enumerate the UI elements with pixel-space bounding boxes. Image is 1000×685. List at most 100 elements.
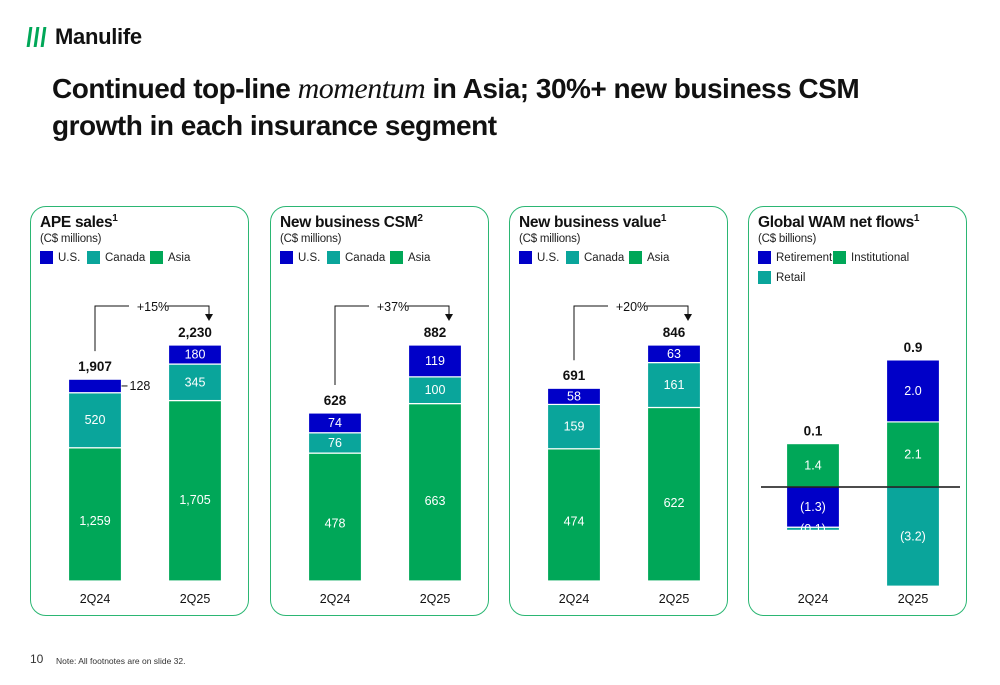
chart-1-growth-indicator: +15% — [94, 300, 213, 352]
data-label-canada-2q24: 159 — [564, 420, 585, 434]
chart-4-title-text: Global WAM net flows — [758, 214, 914, 232]
bar-asia-2q25 — [646, 406, 702, 582]
bar-u-s-2q24 — [67, 378, 123, 394]
growth-label: +15% — [137, 300, 169, 314]
legend-label-canada: Canada — [345, 251, 386, 264]
legend-label-asia: Asia — [647, 251, 670, 264]
page-title: Continued top-line momentum in Asia; 30%… — [52, 70, 952, 144]
legend-item-canada: Canada — [87, 251, 145, 264]
chart-3-title: New business value1 — [519, 213, 667, 232]
data-label-asia-2q24: 1,259 — [79, 514, 110, 528]
chart-4-plot: 1.4 (1.3) (0.1) 0.1 2Q24 2.1 2.0 (3.2) 0.9 2Q25 — [761, 340, 960, 606]
chart-2-plot: 478 76 74 628 2Q24 663 100 119 882 2Q25 +37% — [307, 300, 463, 606]
new-business-csm-panel: New business CSM2 (C$ millions) U.S. Canada… — [270, 206, 489, 616]
legend-item-canada: Canada — [327, 251, 385, 264]
legend-item-institutional: Institutional — [833, 251, 909, 264]
new-business-value-panel: New business value1 (C$ millions) U.S. Cana… — [509, 206, 728, 616]
legend-item-u-s: U.S. — [40, 251, 80, 264]
chart-3-growth-indicator: +20% — [573, 300, 692, 361]
data-label-retail-2q25: (3.2) — [900, 530, 926, 544]
bar-u-s-2q25 — [407, 344, 463, 378]
bar-institutional-2q25 — [885, 421, 941, 488]
data-label-u-s-2q25: 180 — [185, 348, 206, 362]
data-label-canada-2q25: 161 — [664, 378, 685, 392]
total-label-2q24: 0.1 — [804, 424, 823, 439]
chart-2-title-footnote: 2 — [417, 213, 423, 224]
legend-swatch-retirement — [758, 251, 771, 264]
legend-swatch-canada — [566, 251, 579, 264]
bar-u-s-2q24 — [307, 412, 363, 434]
manulife-logo: Manulife — [26, 24, 142, 50]
total-label-2q25: 2,230 — [178, 325, 212, 340]
bar-canada-2q24 — [67, 392, 123, 449]
total-label-2q24: 691 — [563, 368, 586, 383]
chart-4-unit: (C$ billions) — [758, 233, 817, 245]
bar-canada-2q25 — [646, 361, 702, 409]
legend-swatch-u-s — [40, 251, 53, 264]
growth-connector-left — [573, 305, 608, 361]
data-label-u-s-2q25: 63 — [667, 347, 681, 361]
bar-u-s-2q25 — [167, 344, 223, 365]
bar-asia-2q25 — [167, 399, 223, 582]
data-label-asia-2q25: 622 — [664, 496, 685, 510]
chart-1-title: APE sales1 — [40, 213, 118, 232]
footnote: Note: All footnotes are on slide 32. — [56, 656, 186, 666]
data-label-u-s-2q24: 58 — [567, 389, 581, 403]
legend-item-retail: Retail — [758, 271, 805, 284]
total-label-2q25: 0.9 — [904, 340, 923, 355]
chart-2-title: New business CSM2 — [280, 213, 423, 232]
bar-asia-2q24 — [67, 447, 123, 582]
bar-retirement-2q25 — [885, 359, 941, 423]
data-label-asia-2q24: 478 — [325, 516, 346, 530]
chart-3-title-footnote: 1 — [660, 213, 667, 224]
data-label-canada-2q24: 76 — [328, 436, 342, 450]
legend-swatch-u-s — [519, 251, 532, 264]
legend-label-institutional: Institutional — [851, 251, 910, 264]
growth-connector-left — [334, 305, 369, 385]
chart-4-title: Global WAM net flows1 — [758, 213, 919, 232]
chart-4-title-footnote: 1 — [913, 213, 920, 224]
total-label-2q24: 628 — [324, 393, 347, 408]
legend-swatch-retail — [758, 271, 771, 284]
chart-1-unit: (C$ millions) — [40, 233, 102, 245]
legend-label-retirement: Retirement — [776, 251, 833, 264]
data-label-institutional-2q24: 1.4 — [804, 458, 821, 472]
data-label-u-s-2q25: 119 — [425, 354, 445, 368]
legend-swatch-canada — [327, 251, 340, 264]
data-label-canada-2q24: 520 — [85, 413, 106, 427]
x-tick-2q24: 2Q24 — [320, 592, 351, 606]
x-tick-2q24: 2Q24 — [80, 592, 111, 606]
legend-swatch-asia — [390, 251, 403, 264]
data-label-canada-2q25: 345 — [185, 375, 206, 389]
x-tick-2q25: 2Q25 — [659, 592, 690, 606]
title-part-1: Continued top-line — [52, 73, 298, 104]
wam-net-flows-panel: Global WAM net flows1 (C$ billions) Retire… — [748, 206, 967, 616]
legend-item-canada: Canada — [566, 251, 624, 264]
x-tick-2q25: 2Q25 — [898, 592, 929, 606]
legend-item-u-s: U.S. — [519, 251, 559, 264]
legend-swatch-u-s — [280, 251, 293, 264]
bar-retail-2q24 — [785, 526, 841, 531]
legend-swatch-asia — [150, 251, 163, 264]
x-tick-2q24: 2Q24 — [798, 592, 829, 606]
legend-item-asia: Asia — [150, 251, 190, 264]
data-label-asia-2q25: 663 — [425, 494, 446, 508]
legend-item-asia: Asia — [390, 251, 430, 264]
growth-label: +37% — [377, 300, 409, 314]
legend-swatch-canada — [87, 251, 100, 264]
legend-swatch-asia — [629, 251, 642, 264]
chart-3-plot: 474 159 58 691 2Q24 622 161 63 846 2Q25 +20% — [546, 300, 702, 606]
growth-arrow-icon — [205, 314, 213, 321]
growth-connector-right — [165, 305, 210, 319]
growth-connector-right — [644, 305, 689, 319]
bar-canada-2q25 — [407, 376, 463, 405]
x-tick-2q25: 2Q25 — [420, 592, 451, 606]
legend-label-u-s: U.S. — [58, 251, 81, 264]
growth-connector-left — [94, 305, 129, 352]
total-label-2q24: 1,907 — [78, 359, 112, 374]
data-label-u-s-2q24: 128 — [130, 379, 151, 393]
title-part-2: in Asia; 30%+ new business CSM growth in… — [52, 73, 860, 141]
legend-label-u-s: U.S. — [537, 251, 560, 264]
bar-u-s-2q24 — [546, 387, 602, 406]
bar-u-s-2q25 — [646, 344, 702, 364]
